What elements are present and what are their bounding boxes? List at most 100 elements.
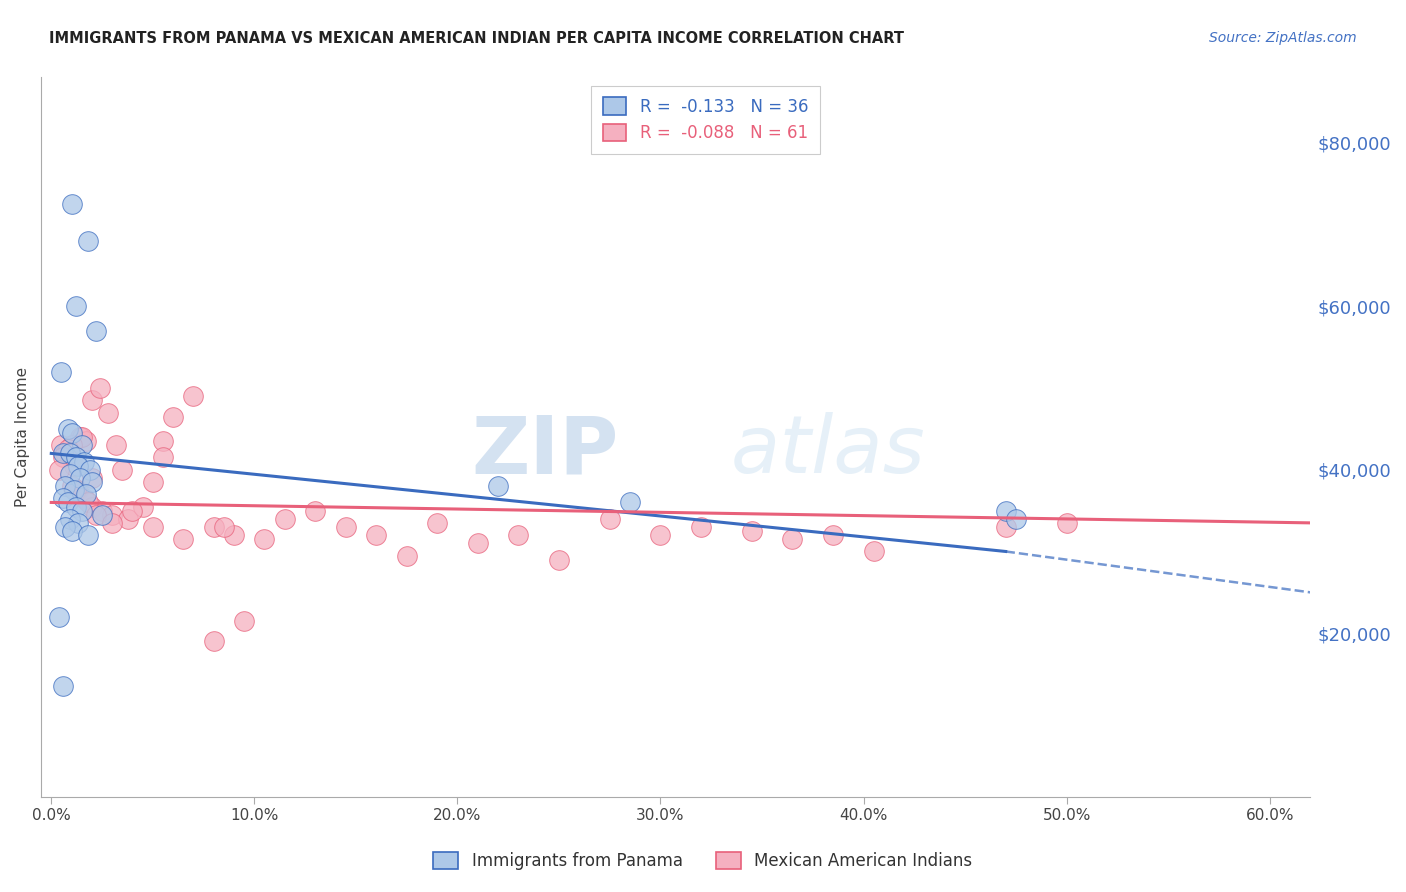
Point: [117, 512, 139, 526]
Point: [66, 483, 89, 498]
Legend: Immigrants from Panama, Mexican American Indians: Immigrants from Panama, Mexican American…: [427, 845, 979, 877]
Point: [80, 500, 103, 514]
Point: [1056, 516, 1078, 530]
Point: [650, 528, 672, 542]
Point: [55, 446, 77, 460]
Point: [548, 552, 571, 566]
Point: [222, 528, 245, 542]
Point: [76, 234, 98, 248]
Point: [56, 442, 79, 457]
Point: [212, 520, 235, 534]
Point: [131, 500, 153, 514]
Point: [58, 512, 80, 526]
Point: [823, 528, 845, 542]
Point: [690, 520, 713, 534]
Point: [60, 524, 83, 538]
Point: [58, 446, 80, 460]
Point: [56, 422, 79, 436]
Point: [76, 495, 98, 509]
Point: [51, 438, 73, 452]
Point: [52, 450, 75, 465]
Point: [58, 450, 80, 465]
Point: [91, 503, 114, 517]
Point: [52, 446, 75, 460]
Point: [52, 491, 75, 506]
Point: [62, 483, 84, 498]
Point: [75, 434, 97, 449]
Point: [121, 503, 143, 517]
Point: [202, 634, 225, 648]
Point: [69, 430, 91, 444]
Point: [73, 491, 96, 506]
Point: [619, 495, 641, 509]
Point: [65, 450, 87, 465]
Point: [73, 454, 96, 468]
Point: [233, 614, 256, 628]
Point: [84, 324, 107, 338]
Point: [152, 434, 174, 449]
Point: [55, 479, 77, 493]
Point: [105, 438, 128, 452]
Point: [66, 516, 89, 530]
Point: [80, 475, 103, 489]
Point: [486, 479, 509, 493]
Point: [111, 463, 134, 477]
Point: [97, 405, 120, 419]
Point: [65, 500, 87, 514]
Point: [152, 450, 174, 465]
Point: [75, 487, 97, 501]
Point: [60, 438, 83, 452]
Point: [56, 495, 79, 509]
Text: Source: ZipAtlas.com: Source: ZipAtlas.com: [1209, 31, 1357, 45]
Point: [253, 533, 276, 547]
Point: [142, 520, 165, 534]
Point: [366, 528, 388, 542]
Point: [48, 463, 70, 477]
Point: [60, 197, 83, 211]
Point: [782, 533, 804, 547]
Point: [80, 393, 103, 408]
Point: [55, 520, 77, 534]
Point: [741, 524, 763, 538]
Point: [426, 516, 449, 530]
Point: [58, 467, 80, 481]
Point: [48, 610, 70, 624]
Point: [89, 381, 111, 395]
Point: [60, 479, 83, 493]
Point: [183, 389, 205, 403]
Point: [395, 549, 418, 563]
Point: [101, 508, 124, 522]
Point: [162, 409, 184, 424]
Point: [599, 512, 621, 526]
Point: [79, 463, 101, 477]
Point: [84, 508, 107, 522]
Point: [994, 520, 1017, 534]
Point: [274, 512, 297, 526]
Text: ZIP: ZIP: [471, 412, 619, 491]
Point: [69, 471, 91, 485]
Point: [51, 365, 73, 379]
Point: [994, 503, 1017, 517]
Point: [80, 471, 103, 485]
Point: [142, 475, 165, 489]
Point: [1005, 512, 1028, 526]
Text: atlas: atlas: [731, 412, 925, 491]
Point: [65, 483, 87, 498]
Point: [172, 533, 194, 547]
Point: [66, 458, 89, 473]
Point: [62, 458, 84, 473]
Legend: R =  -0.133   N = 36, R =  -0.088   N = 61: R = -0.133 N = 36, R = -0.088 N = 61: [591, 86, 820, 153]
Point: [70, 503, 93, 517]
Text: IMMIGRANTS FROM PANAMA VS MEXICAN AMERICAN INDIAN PER CAPITA INCOME CORRELATION : IMMIGRANTS FROM PANAMA VS MEXICAN AMERIC…: [49, 31, 904, 46]
Point: [862, 544, 884, 558]
Point: [91, 508, 114, 522]
Point: [76, 528, 98, 542]
Point: [467, 536, 489, 550]
Point: [508, 528, 530, 542]
Point: [202, 520, 225, 534]
Point: [52, 679, 75, 693]
Point: [70, 438, 93, 452]
Point: [70, 430, 93, 444]
Point: [101, 516, 124, 530]
Point: [60, 425, 83, 440]
